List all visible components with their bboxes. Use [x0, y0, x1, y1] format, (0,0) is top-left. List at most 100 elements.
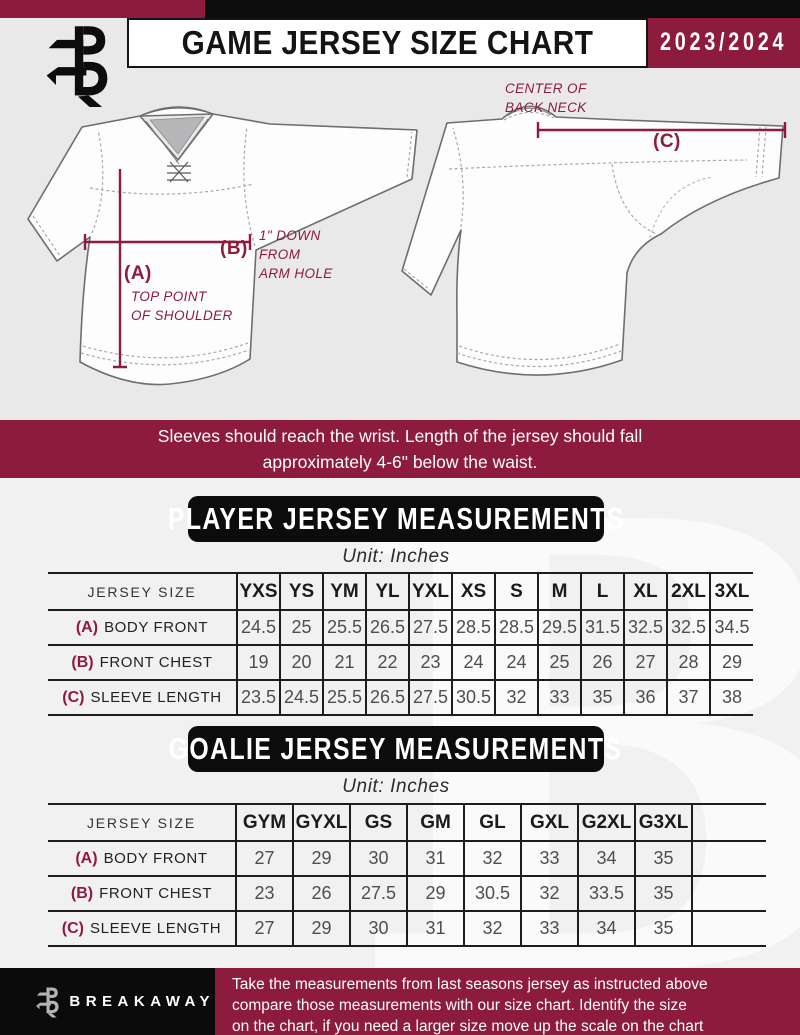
player-section-header: PLAYER JERSEY MEASUREMENTS: [168, 496, 623, 542]
measurement-value: 35: [634, 875, 693, 912]
size-col-header: M: [537, 572, 582, 611]
measurement-name: BODY FRONT: [103, 849, 208, 867]
measurement-value: 36: [623, 679, 668, 716]
measurement-value: [691, 875, 766, 912]
brand-monogram-icon: [46, 26, 108, 107]
measurement-key: (A): [75, 849, 98, 867]
measurement-label: (B) FRONT CHEST: [48, 875, 237, 912]
size-col-header: G2XL: [577, 803, 636, 842]
measurement-value: 35: [580, 679, 625, 716]
front-measure-lines: [83, 169, 252, 369]
size-col-header: GYXL: [292, 803, 351, 842]
measurement-value: 29: [709, 644, 753, 681]
measurement-label: (A) BODY FRONT: [48, 609, 238, 646]
size-col-header: 3XL: [709, 572, 753, 611]
size-col-header: YXS: [236, 572, 281, 611]
fit-note-banner: Sleeves should reach the wrist. Length o…: [0, 420, 800, 478]
measurement-value: 32: [463, 840, 522, 877]
measurement-value: 35: [634, 840, 693, 877]
size-col-header: GS: [349, 803, 408, 842]
size-row-header: JERSEY SIZE: [48, 572, 238, 611]
measurement-value: 32: [494, 679, 539, 716]
label-c-note: CENTER OF BACK NECK: [505, 81, 587, 116]
measurement-value: 33: [520, 910, 579, 947]
measurement-key: (B): [70, 884, 94, 902]
measurement-name: SLEEVE LENGTH: [90, 919, 222, 937]
measurement-value: 37: [666, 679, 711, 716]
measurement-value: 26: [292, 875, 351, 912]
measurement-row: (B) FRONT CHEST 23 26 27.5 29 30.5 32 33.5 35: [48, 875, 766, 912]
size-col-header: GYM: [235, 803, 294, 842]
measurement-row: (A) BODY FRONT 24.5 25 25.5 26.5 27.5 28.5 28.5 2…: [48, 609, 753, 646]
goalie-unit-label: Unit: Inches: [342, 776, 450, 797]
measurement-label: (C) SLEEVE LENGTH: [48, 910, 237, 947]
season-label: 2023/2024: [660, 28, 788, 57]
measurement-value: 21: [322, 644, 367, 681]
title-box: GAME JERSEY SIZE CHART: [127, 18, 648, 68]
measurement-value: 27.5: [408, 679, 453, 716]
measurement-value: 31.5: [580, 609, 625, 646]
measurement-value: 38: [709, 679, 753, 716]
measurement-value: 23: [235, 875, 294, 912]
measurement-value: 24.5: [279, 679, 324, 716]
measurement-value: 34.5: [709, 609, 753, 646]
label-a-note: TOP POINT OF SHOULDER: [131, 289, 233, 324]
measurement-value: 27: [235, 910, 294, 947]
measurement-name: SLEEVE LENGTH: [90, 688, 222, 706]
measurement-value: 19: [236, 644, 281, 681]
measurement-key: (C): [61, 919, 85, 937]
measurement-value: 29: [292, 840, 351, 877]
measurement-value: 28.5: [451, 609, 496, 646]
page-title: GAME JERSEY SIZE CHART: [181, 23, 594, 62]
size-col-header: XL: [623, 572, 668, 611]
footer-instructions-block: Take the measurements from last seasons …: [215, 968, 800, 1035]
measurement-value: [691, 910, 766, 947]
measurement-value: 29: [292, 910, 351, 947]
size-col-header: S: [494, 572, 539, 611]
footer-monogram-icon: [36, 987, 59, 1018]
measurement-value: 33: [520, 840, 579, 877]
measurement-label: (B) FRONT CHEST: [48, 644, 238, 681]
measurement-value: 26.5: [365, 609, 410, 646]
measurement-value: 23.5: [236, 679, 281, 716]
measurement-value: 28.5: [494, 609, 539, 646]
back-measure-line: [536, 122, 787, 138]
footer-brand-name: BREAKAWAY: [69, 993, 215, 1010]
measurement-key: (C): [62, 688, 85, 706]
measurement-value: 24: [494, 644, 539, 681]
measurement-value: 32.5: [666, 609, 711, 646]
size-col-header: GM: [406, 803, 465, 842]
measurement-value: [691, 840, 766, 877]
measurement-name: FRONT CHEST: [99, 884, 213, 902]
measurement-value: 27.5: [408, 609, 453, 646]
measurement-name: BODY FRONT: [104, 618, 209, 636]
measurement-value: 24.5: [236, 609, 281, 646]
measurement-value: 28: [666, 644, 711, 681]
size-col-header: 2XL: [666, 572, 711, 611]
season-badge: 2023/2024: [648, 18, 800, 68]
measurement-value: 24: [451, 644, 496, 681]
size-col-header: GL: [463, 803, 522, 842]
size-col-header: YS: [279, 572, 324, 611]
measurement-value: 29.5: [537, 609, 582, 646]
measurement-value: 34: [577, 910, 636, 947]
label-a-key: (A): [124, 263, 152, 284]
measurement-value: 23: [408, 644, 453, 681]
measurement-value: 22: [365, 644, 410, 681]
measurement-value: 30: [349, 910, 408, 947]
label-b-key: (B): [220, 238, 248, 259]
size-col-header: XS: [451, 572, 496, 611]
front-jersey-diagram: [27, 106, 418, 386]
player-section-title: PLAYER JERSEY MEASUREMENTS: [167, 501, 625, 536]
size-col-header: GXL: [520, 803, 579, 842]
label-c-key: (C): [653, 131, 681, 152]
player-unit-label: Unit: Inches: [342, 546, 450, 567]
measurement-value: 32: [463, 910, 522, 947]
measurement-value: 25: [279, 609, 324, 646]
measurement-value: 30: [349, 840, 408, 877]
measurement-value: 27.5: [349, 875, 408, 912]
measurement-value: 30.5: [463, 875, 522, 912]
measurement-value: 27: [623, 644, 668, 681]
measurement-value: 32.5: [623, 609, 668, 646]
